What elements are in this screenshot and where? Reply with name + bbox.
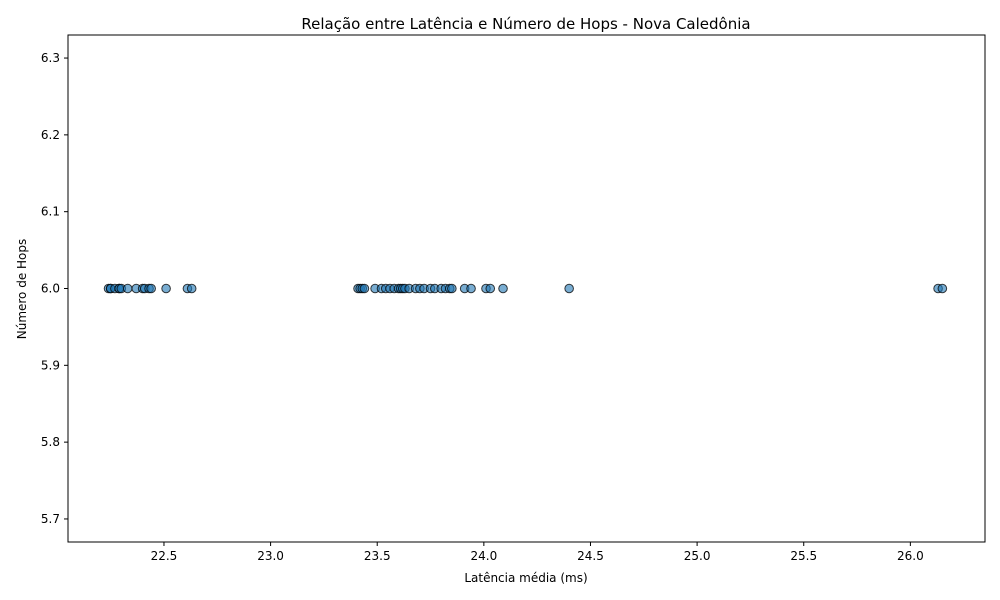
data-point: [359, 283, 370, 294]
plot-area: [103, 283, 948, 294]
x-axis-title: Latência média (ms): [464, 571, 587, 585]
x-tick-label: 23.0: [257, 549, 284, 563]
data-point: [466, 283, 476, 294]
data-point: [146, 283, 156, 294]
x-axis: 22.5 23.0 23.5 24.0 24.5 25.0 25.5 26.0: [151, 542, 924, 563]
x-tick-label: 25.5: [790, 549, 817, 563]
x-tick-label: 24.5: [577, 549, 604, 563]
data-point: [564, 283, 574, 294]
data-point: [937, 283, 948, 294]
data-point: [498, 283, 508, 294]
data-point: [447, 283, 457, 294]
data-point: [485, 283, 496, 294]
y-tick-label: 6.1: [41, 205, 60, 219]
y-axis-title: Número de Hops: [15, 239, 29, 340]
chart-title: Relação entre Latência e Número de Hops …: [301, 15, 750, 33]
x-tick-label: 23.5: [364, 549, 391, 563]
x-tick-label: 26.0: [897, 549, 924, 563]
data-point: [122, 283, 133, 294]
y-tick-label: 6.0: [41, 282, 60, 296]
data-point: [186, 283, 197, 294]
y-tick-label: 5.9: [41, 358, 60, 372]
y-tick-label: 6.3: [41, 51, 60, 65]
x-tick-label: 22.5: [151, 549, 178, 563]
data-point: [161, 283, 171, 294]
y-tick-label: 5.7: [41, 512, 60, 526]
plot-frame: [67, 34, 986, 543]
x-tick-label: 25.0: [684, 549, 711, 563]
x-tick-label: 24.0: [470, 549, 497, 563]
y-tick-label: 5.8: [41, 435, 60, 449]
y-tick-label: 6.2: [41, 128, 60, 142]
y-axis: 5.7 5.8 5.9 6.0 6.1 6.2 6.3: [41, 51, 68, 526]
